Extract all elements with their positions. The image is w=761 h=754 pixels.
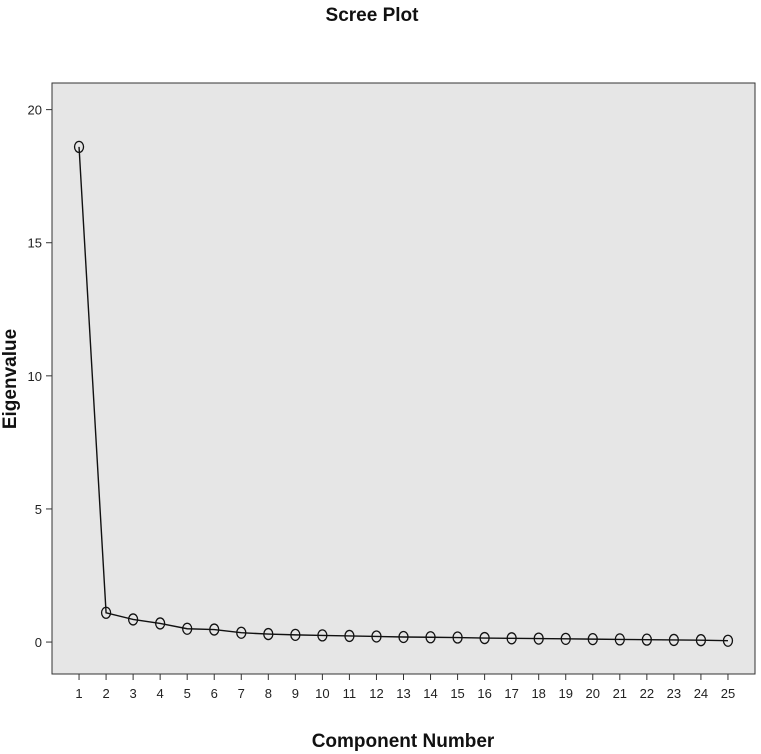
- data-point-marker: [263, 627, 274, 641]
- data-point-marker: [722, 634, 734, 647]
- x-tick-label: 19: [558, 686, 572, 701]
- data-point-marker: [479, 631, 490, 645]
- x-tick-label: 13: [396, 686, 410, 701]
- data-point-marker: [587, 632, 598, 646]
- y-tick-label: 15: [28, 236, 42, 251]
- data-point-marker: [155, 617, 166, 630]
- x-tick-label: 16: [477, 686, 491, 701]
- data-point-marker: [560, 632, 571, 646]
- data-point-marker: [127, 613, 139, 626]
- data-point-marker: [695, 634, 707, 647]
- y-axis: 0 5 10 15 20: [28, 103, 52, 650]
- data-point-marker: [344, 629, 355, 643]
- series-group: [73, 140, 734, 647]
- data-point-marker: [425, 631, 436, 644]
- x-tick-label: 11: [343, 686, 357, 701]
- x-tick-label: 23: [667, 686, 681, 701]
- data-point-marker: [236, 626, 247, 639]
- x-tick-label: 9: [292, 686, 299, 701]
- data-point-marker: [614, 633, 625, 646]
- x-tick-label: 7: [238, 686, 245, 701]
- x-tick-label: 3: [129, 686, 136, 701]
- data-point-marker: [533, 632, 544, 645]
- y-tick-label: 5: [35, 502, 42, 517]
- x-tick-label: 24: [694, 686, 708, 701]
- data-point-marker: [317, 629, 328, 642]
- x-tick-label: 22: [640, 686, 654, 701]
- data-point-marker: [182, 622, 193, 635]
- data-point-marker: [452, 631, 463, 644]
- x-tick-label: 5: [184, 686, 191, 701]
- x-tick-label: 6: [211, 686, 218, 701]
- data-point-marker: [290, 628, 301, 642]
- data-point-marker: [506, 632, 517, 645]
- x-tick-label: 2: [102, 686, 109, 701]
- x-tick-label: 21: [613, 686, 627, 701]
- series-line: [78, 146, 728, 642]
- data-point-marker: [100, 606, 112, 619]
- x-tick-label: 10: [315, 686, 329, 701]
- chart-title: Scree Plot: [326, 5, 420, 26]
- y-tick-label: 20: [28, 103, 42, 118]
- data-point-marker: [209, 623, 220, 636]
- x-tick-label: 20: [586, 686, 600, 701]
- data-point-marker: [668, 633, 680, 647]
- x-tick-label: 12: [369, 686, 383, 701]
- x-axis: 1 2 3 4 5 6 7 8 9 10 11 12 13 14 15 16 17 18 19 20 21 22 23 24 2…: [75, 674, 735, 701]
- data-point-marker: [398, 630, 409, 644]
- data-point-marker: [371, 630, 382, 643]
- x-tick-label: 18: [531, 686, 545, 701]
- x-tick-label: 17: [504, 686, 518, 701]
- y-axis-label: Eigenvalue: [0, 329, 21, 429]
- x-tick-label: 25: [721, 686, 735, 701]
- plot-area: [51, 82, 756, 675]
- y-tick-label: 0: [35, 635, 42, 650]
- data-point-marker: [641, 633, 652, 646]
- y-tick-label: 10: [28, 369, 42, 384]
- x-tick-label: 15: [450, 686, 464, 701]
- x-tick-label: 14: [423, 686, 437, 701]
- x-tick-label: 1: [75, 686, 82, 701]
- x-tick-label: 8: [265, 686, 272, 701]
- x-tick-label: 4: [157, 686, 164, 701]
- data-point-marker: [73, 140, 85, 154]
- x-axis-label: Component Number: [312, 731, 495, 752]
